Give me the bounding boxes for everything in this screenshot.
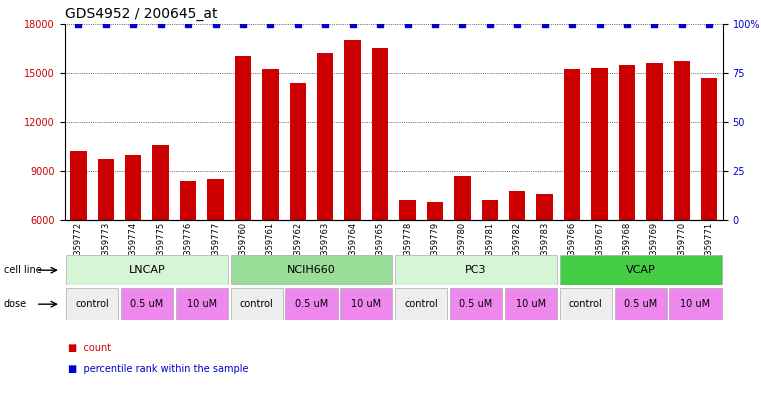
Bar bbox=[400, 200, 416, 220]
Bar bbox=[231, 288, 283, 320]
Bar bbox=[372, 48, 388, 220]
Bar bbox=[125, 154, 142, 220]
Text: 10 uM: 10 uM bbox=[516, 299, 546, 309]
Bar bbox=[207, 179, 224, 220]
Bar bbox=[454, 176, 470, 220]
Bar bbox=[395, 288, 447, 320]
Text: 0.5 uM: 0.5 uM bbox=[295, 299, 328, 309]
Bar bbox=[505, 288, 557, 320]
Text: ■  count: ■ count bbox=[68, 343, 112, 353]
Bar bbox=[701, 78, 718, 220]
Bar bbox=[262, 70, 279, 220]
Bar bbox=[537, 194, 553, 220]
Bar bbox=[317, 53, 333, 220]
Text: control: control bbox=[569, 299, 603, 309]
Bar bbox=[340, 288, 393, 320]
Bar bbox=[450, 288, 502, 320]
Bar bbox=[591, 68, 608, 220]
Text: NCIH660: NCIH660 bbox=[287, 265, 336, 275]
Bar bbox=[290, 83, 306, 220]
Text: cell line: cell line bbox=[4, 265, 42, 275]
Bar bbox=[152, 145, 169, 220]
Bar bbox=[427, 202, 443, 220]
Text: LNCAP: LNCAP bbox=[129, 265, 165, 275]
Text: 10 uM: 10 uM bbox=[680, 299, 711, 309]
Text: 0.5 uM: 0.5 uM bbox=[460, 299, 492, 309]
Bar bbox=[231, 255, 393, 285]
Bar bbox=[509, 191, 525, 220]
Text: 10 uM: 10 uM bbox=[352, 299, 381, 309]
Text: control: control bbox=[404, 299, 438, 309]
Bar bbox=[66, 255, 228, 285]
Text: control: control bbox=[240, 299, 273, 309]
Bar bbox=[66, 288, 118, 320]
Bar bbox=[619, 64, 635, 220]
Bar bbox=[176, 288, 228, 320]
Text: 10 uM: 10 uM bbox=[186, 299, 217, 309]
Bar bbox=[234, 56, 251, 220]
Text: control: control bbox=[75, 299, 109, 309]
Bar bbox=[285, 288, 338, 320]
Text: dose: dose bbox=[4, 299, 27, 309]
Bar bbox=[97, 160, 114, 220]
Text: 0.5 uM: 0.5 uM bbox=[130, 299, 164, 309]
Bar bbox=[345, 40, 361, 220]
Bar bbox=[482, 200, 498, 220]
Text: GDS4952 / 200645_at: GDS4952 / 200645_at bbox=[65, 7, 217, 21]
Bar bbox=[560, 255, 721, 285]
Bar bbox=[121, 288, 173, 320]
Bar bbox=[615, 288, 667, 320]
Bar bbox=[673, 61, 690, 220]
Bar bbox=[70, 151, 87, 220]
Bar bbox=[646, 63, 663, 220]
Bar bbox=[560, 288, 612, 320]
Text: 0.5 uM: 0.5 uM bbox=[624, 299, 658, 309]
Bar bbox=[564, 70, 581, 220]
Bar bbox=[395, 255, 557, 285]
Text: ■  percentile rank within the sample: ■ percentile rank within the sample bbox=[68, 364, 249, 375]
Bar bbox=[180, 181, 196, 220]
Bar bbox=[670, 288, 721, 320]
Text: VCAP: VCAP bbox=[626, 265, 655, 275]
Text: PC3: PC3 bbox=[465, 265, 487, 275]
